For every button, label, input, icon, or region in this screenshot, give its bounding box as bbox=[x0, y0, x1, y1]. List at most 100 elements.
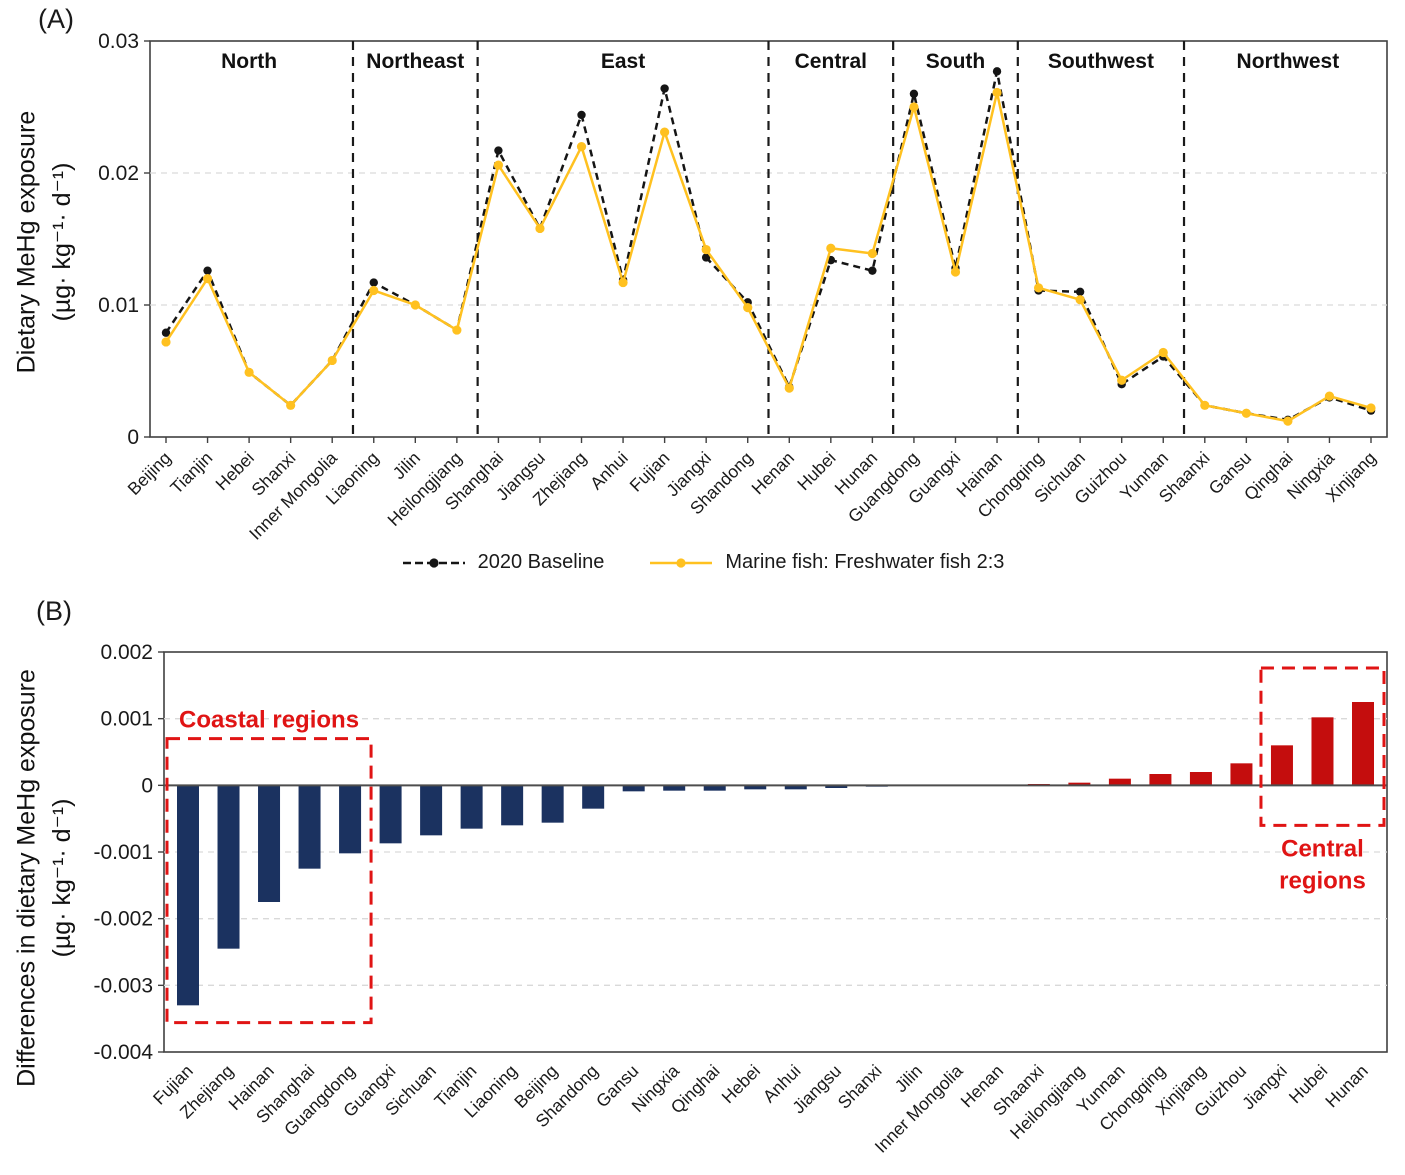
bar bbox=[1270, 745, 1293, 786]
x-tick-label: Hunan bbox=[1321, 1061, 1372, 1112]
annotation-text: regions bbox=[1279, 867, 1366, 894]
y-tick-label: -0.001 bbox=[93, 841, 153, 864]
data-point bbox=[1366, 403, 1376, 413]
annotation-box bbox=[165, 737, 373, 1025]
data-point bbox=[743, 303, 753, 313]
data-point bbox=[826, 243, 836, 253]
scenario-legend-marker bbox=[650, 557, 713, 568]
data-point bbox=[1158, 347, 1168, 358]
panel-a-y-axis-units: (µg· kg⁻¹· d⁻¹) bbox=[48, 162, 76, 322]
bar bbox=[784, 785, 807, 790]
bar bbox=[744, 785, 767, 790]
bar bbox=[1108, 778, 1131, 786]
x-tick-label: Anhui bbox=[586, 448, 632, 494]
x-tick-label: Henan bbox=[747, 448, 798, 499]
data-point bbox=[369, 278, 378, 287]
y-tick-label: 0.01 bbox=[98, 294, 139, 317]
y-tick-label: 0.002 bbox=[100, 641, 153, 664]
bar bbox=[1352, 702, 1374, 786]
y-tick-label: 0 bbox=[127, 426, 139, 449]
panel-b-label: (B) bbox=[36, 596, 72, 626]
bar bbox=[420, 785, 443, 836]
region-label: Central bbox=[795, 50, 867, 73]
bar bbox=[217, 785, 240, 949]
x-tick-label: Tianjin bbox=[166, 448, 216, 498]
x-tick-label: Beijing bbox=[124, 448, 175, 499]
bar bbox=[379, 785, 402, 844]
region-label: Northeast bbox=[366, 50, 464, 73]
panel-a-label: (A) bbox=[38, 4, 74, 34]
data-point bbox=[950, 267, 961, 277]
x-tick-label: Jilin bbox=[891, 1061, 926, 1096]
data-point bbox=[244, 367, 254, 377]
bar bbox=[177, 785, 199, 1006]
y-tick-label: 0 bbox=[141, 774, 153, 797]
legend-marker-dot bbox=[676, 557, 686, 568]
region-label: North bbox=[221, 50, 277, 73]
data-point bbox=[909, 102, 919, 112]
y-tick-label: 0.02 bbox=[98, 162, 139, 185]
data-point bbox=[576, 142, 587, 152]
data-point bbox=[660, 127, 670, 137]
data-point bbox=[868, 266, 877, 275]
data-point bbox=[1283, 416, 1293, 426]
bar bbox=[825, 785, 848, 788]
region-label: South bbox=[926, 50, 985, 73]
baseline-legend-marker bbox=[402, 557, 465, 568]
series-line-scenario bbox=[164, 92, 1372, 423]
data-point bbox=[1075, 295, 1085, 305]
y-tick-label: 0.03 bbox=[98, 30, 139, 53]
panel-a-y-axis-title: Dietary MeHg exposure bbox=[12, 110, 41, 374]
series-line-baseline bbox=[164, 71, 1372, 422]
data-point bbox=[203, 266, 212, 275]
data-point bbox=[1033, 283, 1044, 293]
bar bbox=[541, 785, 564, 823]
panel-b-y-axis-title: Differences in dietary MeHg exposure bbox=[12, 669, 41, 1087]
bar bbox=[258, 785, 281, 902]
legend-label-baseline: 2020 Baseline bbox=[477, 551, 605, 573]
data-point bbox=[660, 84, 669, 93]
panel-b-y-axis-units: (µg· kg⁻¹· d⁻¹) bbox=[48, 798, 76, 958]
bar bbox=[298, 785, 321, 869]
x-tick-label: Jilin bbox=[389, 448, 424, 483]
data-point bbox=[410, 300, 420, 310]
bar bbox=[582, 785, 605, 809]
bar bbox=[501, 785, 524, 826]
data-point bbox=[161, 337, 171, 347]
data-point bbox=[327, 355, 337, 366]
region-label: East bbox=[601, 50, 645, 73]
bar bbox=[1311, 717, 1334, 786]
data-point bbox=[286, 400, 296, 410]
bar bbox=[703, 785, 726, 791]
x-tick-label: Shanxi bbox=[834, 1061, 886, 1113]
chart-legend: 2020 Baseline Marine fish: Freshwater fi… bbox=[0, 551, 1405, 574]
y-tick-label: 0.001 bbox=[100, 708, 153, 731]
x-tick-label: Hebei bbox=[718, 1061, 764, 1107]
x-tick-label: Jiangxi bbox=[1238, 1061, 1291, 1114]
bar bbox=[1189, 772, 1212, 786]
bar bbox=[339, 785, 362, 854]
bar bbox=[1149, 774, 1172, 786]
legend-item-scenario: Marine fish: Freshwater fish 2:3 bbox=[648, 551, 1004, 574]
legend-label-scenario: Marine fish: Freshwater fish 2:3 bbox=[725, 551, 1005, 573]
data-point bbox=[1117, 375, 1127, 385]
bar bbox=[663, 785, 686, 791]
data-point bbox=[1075, 287, 1085, 296]
y-tick-label: -0.003 bbox=[93, 974, 153, 997]
data-point bbox=[701, 244, 711, 255]
data-point bbox=[369, 285, 379, 296]
data-point bbox=[992, 87, 1002, 98]
annotation-text: Central bbox=[1281, 835, 1364, 862]
data-point bbox=[493, 160, 504, 170]
region-label: Northwest bbox=[1237, 50, 1340, 73]
data-point bbox=[202, 274, 213, 284]
data-point bbox=[535, 223, 545, 234]
bar bbox=[460, 785, 483, 829]
data-point bbox=[577, 110, 586, 120]
data-point bbox=[1200, 400, 1210, 410]
annotation-box bbox=[1259, 666, 1386, 827]
bar bbox=[1068, 782, 1091, 786]
bar bbox=[1230, 763, 1253, 786]
data-point bbox=[452, 325, 462, 335]
